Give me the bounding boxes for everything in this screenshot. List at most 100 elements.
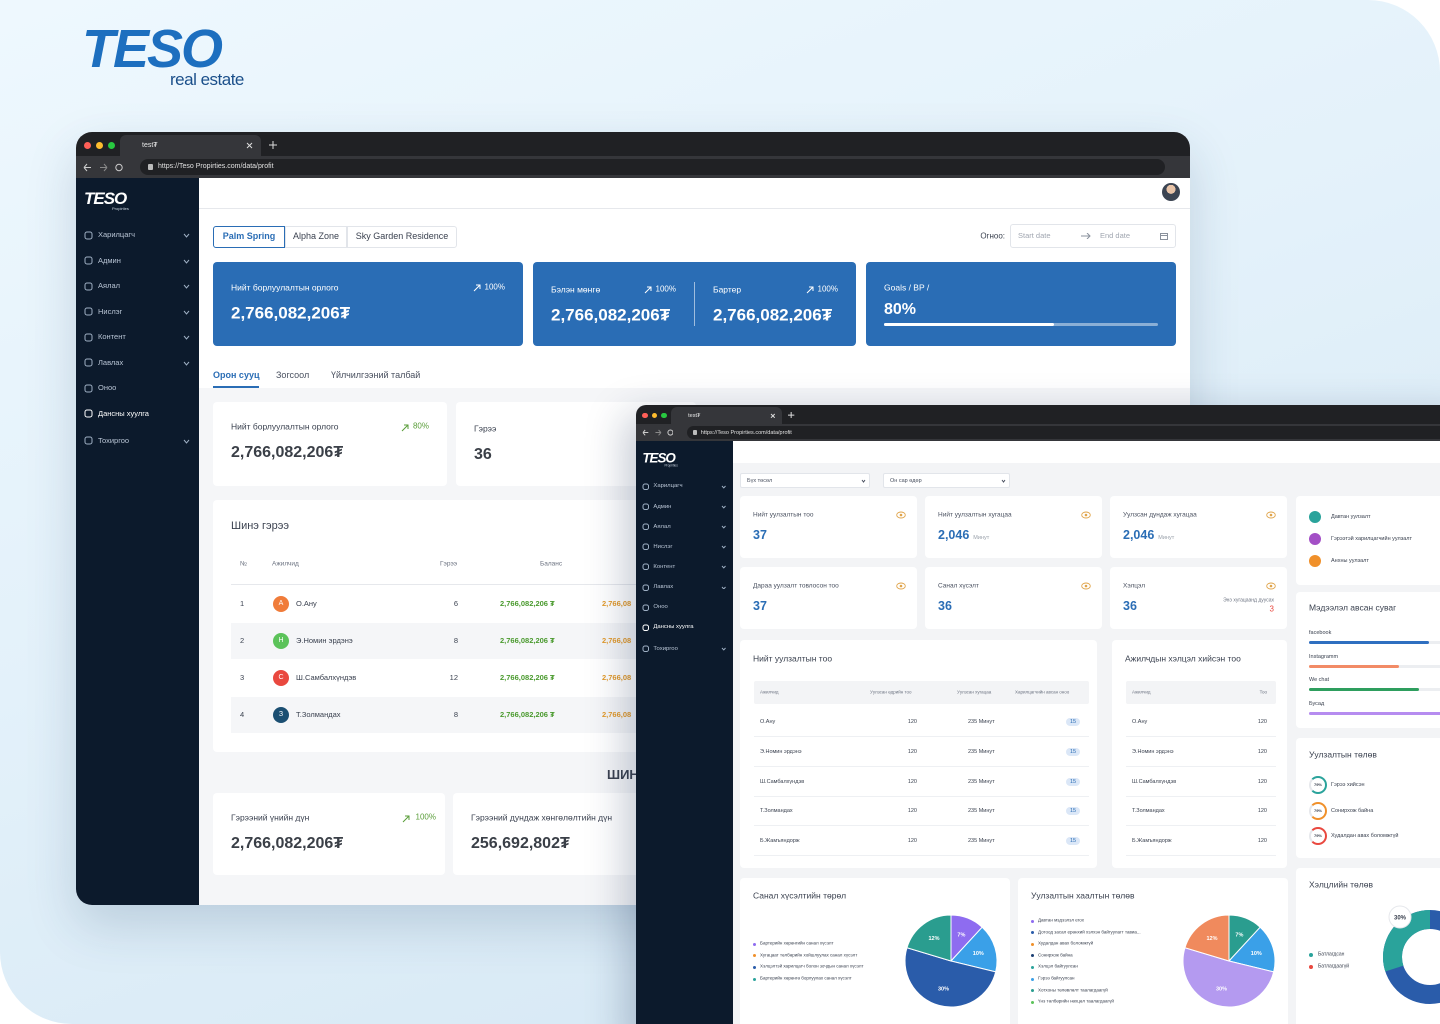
goal-title: Goals / BP / [884,282,930,293]
status-percent: 79% [1313,781,1322,787]
legend-label: Дотоод засал ерөнхий хэлхэн байгуулагт т… [1038,929,1141,935]
icon-shape [721,545,726,549]
cell-name: Т.Золмандах [760,808,793,815]
meeting-stat-card: Уулзсан дундаж хугацаа 2,046 Минут [1110,496,1287,558]
card-title: Хэлцлийн төлөв [1309,879,1373,890]
menu-item[interactable]: Контент [653,563,676,570]
stat-card: Нийт борлуулалтын орлого 80% 2,766,082,206… [213,402,447,486]
icon-shape [1001,479,1006,483]
cell-name: О.Ану [760,718,776,725]
legend-dot [1031,989,1034,993]
menu-item[interactable]: Тохиргоо [98,435,130,445]
stat-change: 100% [415,812,436,822]
menu-item[interactable]: Лавлах [98,357,124,367]
menu-item[interactable]: Оноо [98,382,117,392]
icon [1081,511,1091,519]
icon-shape [246,142,253,149]
sub-tab-underline [213,386,259,388]
legend-label: Батлагдаагүй [1318,963,1350,970]
icon-shape [1084,584,1088,588]
icon [1081,233,1091,239]
row-number: 1 [240,598,245,608]
icon-shape [654,430,661,437]
menu-item[interactable]: Аялал [653,523,671,530]
row-balance: 2,766,082,206 ₮ [500,635,555,645]
project-tab[interactable]: Alpha Zone [285,226,347,248]
icon-shape [721,485,726,489]
menu-item[interactable]: Харилцагч [98,229,136,239]
icon-shape [1266,582,1276,590]
channel-label: Instagramm [1309,653,1339,660]
icon-shape [642,563,650,571]
pie-slice [950,926,998,973]
user-avatar[interactable] [1162,183,1180,201]
filter-select[interactable]: Он сар өдөр [883,473,1010,488]
row-name: О.Ану [296,598,317,608]
menu-item[interactable]: Аялал [98,280,120,290]
cell-name: Т.Золмандах [1132,808,1165,815]
goal-track [884,323,1158,326]
sub-tab[interactable]: Зогсоол [276,370,310,381]
pie-slice [904,947,997,1008]
tab-title: test₮ [142,141,158,149]
icon-shape [473,284,481,292]
menu-item[interactable]: Нислэг [98,306,123,316]
menu-item[interactable]: Дансны хуулга [98,408,149,418]
icon-shape [642,483,650,490]
icon-shape [84,282,93,290]
legend-label: Давтан мэдээлэл егох [1038,917,1084,923]
stat-value: 36 [1123,599,1137,613]
menu-item[interactable]: Админ [653,503,672,510]
menu-item[interactable]: Тохиргоо [653,645,678,652]
date-range[interactable]: Start date End date [1010,224,1176,248]
icon [770,413,776,419]
icon [402,815,410,823]
icon-shape [642,624,650,631]
menu-item[interactable]: Лавлах [653,583,674,590]
row-avatar: С [273,670,289,686]
icon-shape [861,479,866,483]
icon-shape [721,647,726,651]
menu-item[interactable]: Оноо [653,603,668,610]
filter-select[interactable]: Бүх төсөл [740,473,870,488]
menu-item[interactable]: Контент [98,331,126,341]
icon-shape [642,523,650,531]
icon-shape [896,582,906,590]
menu-item[interactable]: Дансны хуулга [653,624,694,631]
cell-count: 120 [1257,838,1267,845]
project-tab[interactable]: Sky Garden Residence [347,226,457,248]
menu-item[interactable]: Нислэг [653,543,673,550]
row-extra: 2,766,08 [602,709,632,719]
cell-days: 120 [907,748,917,755]
meeting-status-card: Уулзалтын төлөв 79% Гэрээ хийсэн 79% Сонирхо… [1296,738,1440,858]
chart-svg: 7% 10% 30% 12% [1182,914,1276,1008]
icon [1266,511,1276,519]
stat-note-value: 3 [1269,604,1274,614]
stat-value-row: 36 [938,599,952,613]
icon-shape [788,412,795,419]
project-tab[interactable]: Palm Spring [213,226,285,248]
sub-tab[interactable]: Орон сууц [213,370,260,381]
cell-days: 120 [907,838,917,845]
icon-shape [1160,233,1168,240]
channel-label: facebook [1309,629,1332,636]
menu-item[interactable]: Админ [98,255,121,265]
sub-tab[interactable]: Үйлчилгээний талбай [331,370,421,381]
stat-unit: Минут [1158,535,1175,541]
table-title: Шинэ гэрээ [231,519,289,532]
cell-name: Э.Номин эрдэнэ [1132,748,1174,755]
icon-shape [84,409,93,418]
status-label: Сонирхож байна [1331,807,1374,814]
url-text: https://Teso Propirties.com/data/profit [158,163,274,171]
row-rule [754,736,1089,737]
pie-label: 12% [1206,936,1217,942]
channels-card: Мэдээлэл авсан суваг facebook Instagramm We… [1296,592,1440,728]
menu-item[interactable]: Харилцагч [653,483,683,490]
icon [84,409,93,418]
cell-name: Ш.Самбалхүндэв [760,778,805,785]
project-tab-label: Alpha Zone [292,231,340,242]
legend-dot [1031,965,1034,969]
icon-shape [721,586,726,590]
cell-count: 120 [1257,778,1267,785]
